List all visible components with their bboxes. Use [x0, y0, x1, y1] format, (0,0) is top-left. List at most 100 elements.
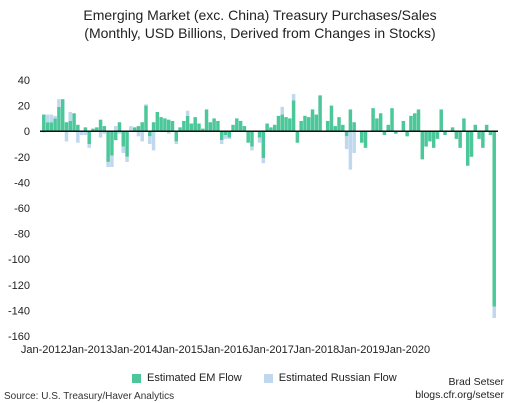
author-block: Brad Setser blogs.cfr.org/setser [415, 376, 504, 402]
bar-em [424, 131, 428, 147]
bar-em [250, 131, 254, 147]
y-tick-label: -160 [8, 331, 30, 343]
bar-em [121, 131, 126, 147]
bar-em [416, 109, 421, 132]
bar-em [148, 131, 152, 137]
bar-em [140, 122, 144, 132]
bar-russia [106, 161, 110, 168]
legend-swatch-russia [263, 373, 273, 383]
bar-em [223, 131, 228, 136]
bar-em [412, 113, 417, 132]
bar-em [136, 126, 141, 132]
legend-swatch-em [132, 373, 141, 383]
bar-russia [151, 131, 156, 151]
bar-russia [291, 94, 296, 101]
y-tick-label: 0 [24, 126, 30, 138]
bar-em [257, 131, 262, 138]
bar-em [439, 109, 443, 132]
bar-em [45, 122, 50, 132]
x-tick-label: Jan-2020 [384, 344, 430, 356]
bar-russia [261, 158, 266, 164]
bar-russia [102, 131, 107, 134]
legend: Estimated EM Flow Estimated Russian Flow [132, 372, 397, 384]
legend-label-russia: Estimated Russian Flow [278, 372, 397, 384]
y-tick-label: 20 [18, 101, 30, 113]
bar-em [235, 118, 239, 132]
bar-em [299, 120, 303, 132]
x-tick-label: Jan-2014 [112, 344, 158, 356]
bar-russia [352, 131, 356, 153]
bar-em [382, 131, 387, 136]
bar-em [117, 122, 122, 132]
bar-em [481, 131, 485, 148]
bar-russia [250, 146, 254, 151]
bar-russia [148, 136, 152, 144]
bar-em [49, 122, 54, 132]
bar-em [182, 120, 186, 132]
bar-em [288, 118, 292, 132]
bar-em [151, 122, 156, 132]
bar-em [310, 109, 315, 132]
bar-em [159, 117, 163, 132]
bar-em [488, 131, 493, 136]
bar-em [307, 117, 311, 132]
bar-em [420, 131, 425, 160]
x-tick-label: Jan-2016 [203, 344, 249, 356]
bar-em [477, 131, 481, 139]
legend-item-em: Estimated EM Flow [132, 372, 242, 384]
bar-russia [49, 114, 54, 123]
bar-em [170, 120, 175, 132]
bar-em [492, 131, 496, 307]
bar-em [375, 118, 379, 132]
bar-russia [185, 110, 190, 116]
bar-em [333, 126, 337, 132]
bar-em [314, 114, 319, 132]
bar-em [110, 131, 114, 156]
bar-russia [83, 131, 88, 136]
bar-russia [117, 131, 122, 134]
bar-em [231, 124, 235, 132]
bar-em [189, 123, 194, 132]
bar-em [185, 115, 190, 132]
bar-em [394, 131, 398, 134]
bar-em [91, 128, 95, 132]
bar-em [291, 100, 296, 132]
bar-em [219, 131, 224, 141]
bar-em [113, 131, 118, 141]
bar-russia [53, 115, 57, 119]
y-tick-label: -100 [8, 254, 30, 266]
bar-em [98, 119, 103, 132]
bar-em [212, 118, 216, 132]
bar-em [193, 117, 197, 132]
bar-em [53, 118, 57, 132]
bar-em [242, 126, 247, 132]
bar-em [76, 124, 80, 132]
bar-em [428, 131, 432, 142]
bar-em [60, 99, 65, 132]
bar-em [204, 109, 209, 132]
bar-em [325, 120, 330, 132]
bar-russia [57, 99, 61, 107]
bar-em [431, 131, 436, 148]
bar-em [68, 120, 73, 132]
bar-em [318, 95, 322, 132]
bar-em [303, 115, 307, 132]
bar-em [64, 122, 69, 132]
x-tick-label: Jan-2012 [21, 344, 67, 356]
bar-em [106, 131, 110, 162]
bar-russia [348, 131, 353, 170]
bar-em [72, 113, 76, 132]
author-site: blogs.cfr.org/setser [415, 389, 504, 401]
bar-russia [344, 136, 349, 150]
bar-em [178, 127, 182, 132]
bar-em [337, 117, 341, 132]
bar-em [269, 127, 273, 132]
author-name: Brad Setser [448, 376, 504, 388]
bar-russia [227, 137, 231, 139]
bar-russia [64, 131, 69, 142]
bar-em [201, 128, 205, 132]
bar-russia [98, 131, 103, 138]
source-note: Source: U.S. Treasury/Haver Analytics [4, 391, 175, 402]
x-tick-label: Jan-2018 [293, 344, 339, 356]
bar-em [95, 127, 99, 132]
